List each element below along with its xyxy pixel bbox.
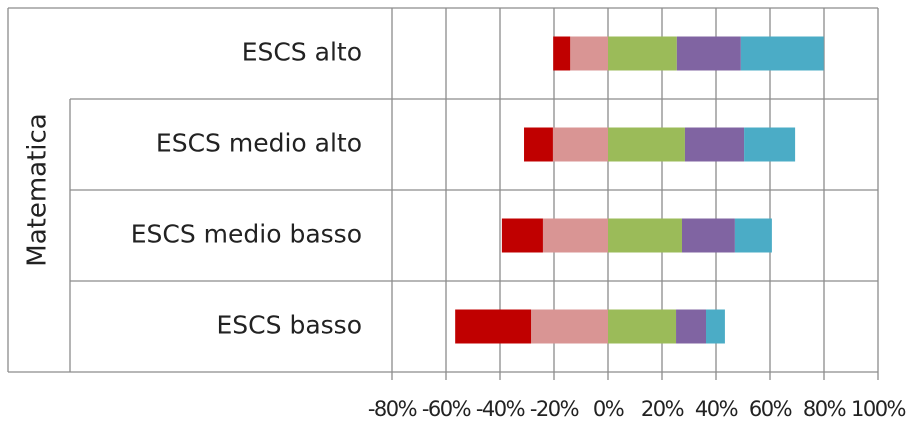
x-tick-label: 60% xyxy=(749,397,792,421)
bar-segment xyxy=(608,127,685,162)
bar-segment xyxy=(570,36,608,71)
bar-segment xyxy=(531,309,608,344)
bar-segment xyxy=(501,218,543,253)
x-tick-label: 0% xyxy=(593,397,624,421)
bar-segment xyxy=(542,218,608,253)
bar-segment xyxy=(744,127,796,162)
x-tick-label: -80% xyxy=(368,397,417,421)
bar-segment xyxy=(734,218,772,253)
x-tick-label: -60% xyxy=(422,397,471,421)
bar-segment xyxy=(608,309,677,344)
bar-segment xyxy=(681,218,735,253)
bar-segment xyxy=(608,36,677,71)
bar-segment xyxy=(524,127,553,162)
category-label: ESCS medio alto xyxy=(156,129,362,158)
bar-segment xyxy=(676,36,741,71)
x-tick-label: 20% xyxy=(641,397,684,421)
bar-segment xyxy=(676,309,707,344)
x-tick-label: 40% xyxy=(695,397,738,421)
bar-segment xyxy=(552,127,608,162)
x-tick-label: -20% xyxy=(530,397,579,421)
category-label: ESCS basso xyxy=(217,311,362,340)
x-tick-label: 80% xyxy=(803,397,846,421)
bar-segment xyxy=(740,36,824,71)
x-tick-label: -40% xyxy=(476,397,525,421)
category-label: ESCS alto xyxy=(242,38,362,67)
bar-segment xyxy=(553,36,571,71)
bar-segment xyxy=(608,218,682,253)
bar-segment xyxy=(455,309,532,344)
x-tick-label: 100% xyxy=(851,397,906,421)
bar-segment xyxy=(706,309,725,344)
category-label: ESCS medio basso xyxy=(131,220,362,249)
y-axis-label: Matematica xyxy=(23,113,53,266)
bar-segment xyxy=(684,127,745,162)
